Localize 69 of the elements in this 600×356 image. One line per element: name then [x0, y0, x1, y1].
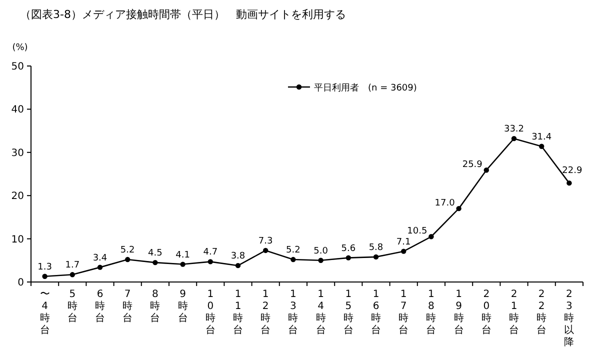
point	[125, 256, 130, 262]
x-tick-label: 6時台	[95, 289, 105, 324]
point	[373, 254, 379, 260]
data-label: 31.4	[532, 132, 552, 142]
data-label: 1.7	[65, 260, 80, 271]
y-tick-label: 40	[11, 104, 24, 116]
x-tick-label: 17時台	[398, 289, 409, 336]
x-tick-label: 16時台	[371, 289, 381, 336]
y-axis-title: (%)	[12, 43, 28, 53]
data-label: 3.8	[230, 252, 246, 262]
point	[484, 168, 489, 173]
y-tick-label: 0	[18, 278, 24, 288]
data-label: 4.5	[148, 248, 162, 259]
point	[97, 264, 103, 270]
data-label: 25.9	[462, 160, 483, 170]
point	[180, 262, 186, 267]
point	[539, 144, 544, 149]
data-label: 5.6	[341, 244, 356, 254]
x-tick-label: 19時台	[454, 289, 464, 336]
x-tick-label: 12時台	[260, 289, 271, 336]
y-tick-label: 10	[11, 234, 24, 246]
x-tick-label: 20時台	[481, 289, 492, 336]
point	[152, 260, 158, 266]
x-tick-label: 18時台	[426, 289, 436, 336]
data-label: 10.5	[407, 226, 428, 237]
point	[456, 206, 462, 212]
x-tick-label: 22時台	[536, 289, 547, 336]
chart-title: （図表3-8）メディア接触時間帯（平日） 動画サイトを利用する	[20, 8, 346, 21]
data-label: 33.2	[504, 124, 524, 135]
data-label: 22.9	[562, 166, 582, 176]
data-label: 17.0	[434, 198, 456, 209]
point	[42, 274, 48, 279]
x-tick-label: 14時台	[316, 289, 326, 336]
x-tick-label: 10時台	[205, 289, 216, 336]
point	[346, 255, 351, 260]
data-label: 5.0	[314, 246, 328, 256]
x-tick-label: 5時台	[67, 289, 78, 324]
x-tick-label: 〜4時台	[40, 289, 50, 336]
data-label: 4.1	[176, 250, 190, 260]
point	[511, 136, 517, 142]
point	[290, 256, 296, 262]
data-label: 4.7	[203, 248, 218, 258]
y-tick-label: 30	[11, 148, 24, 159]
x-tick-label: 21時台	[509, 289, 519, 336]
x-tick-label: 7時台	[122, 289, 133, 324]
x-tick-label: 9時台	[178, 289, 188, 324]
data-label: 1.3	[38, 262, 52, 272]
y-tick-label: 50	[11, 62, 24, 72]
x-tick-label: 13時台	[288, 289, 298, 336]
point	[70, 272, 75, 278]
x-tick-label: 15時台	[343, 289, 354, 336]
point	[566, 180, 572, 186]
x-tick-label: 23時以降	[564, 289, 574, 348]
legend-label: 平日利用者 (n = 3609)	[314, 82, 417, 94]
data-label: 5.2	[286, 246, 300, 256]
data-label: 7.3	[258, 236, 273, 246]
data-label: 5.8	[368, 242, 384, 253]
y-tick-label: 20	[11, 191, 24, 202]
point	[208, 259, 213, 264]
data-label: 7.1	[396, 237, 411, 248]
data-label: 5.2	[120, 246, 135, 256]
data-label: 3.4	[92, 253, 108, 264]
point	[235, 262, 241, 268]
point	[428, 234, 434, 240]
x-tick-label: 8時台	[150, 289, 160, 324]
x-tick-label: 11時台	[233, 289, 243, 336]
point	[318, 258, 324, 263]
point	[263, 248, 268, 254]
point	[401, 248, 406, 254]
